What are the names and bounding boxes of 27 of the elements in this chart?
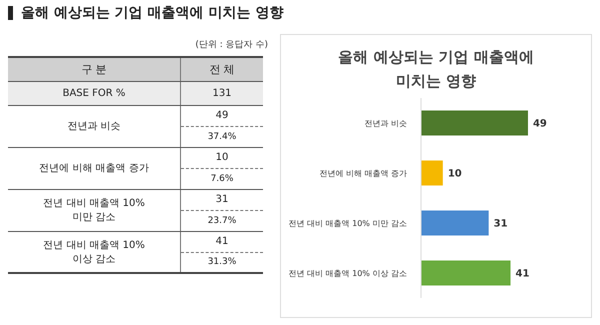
text: 31: [180, 189, 263, 210]
text: 41: [180, 231, 263, 252]
category-label: 전년과 비슷: [364, 119, 407, 128]
y-tick-label: 전년에 비해 매출액 증가: [8, 147, 180, 189]
y-tick-label: 전년 대비 매출액 10% 이상 감소: [8, 231, 180, 273]
y-tick-label: 전년과 비슷: [8, 105, 180, 147]
data-label: 10: [448, 168, 462, 180]
category-label: 전년 대비 매출액 10% 이상 감소: [288, 269, 407, 278]
text: 31.3%: [180, 252, 263, 273]
data-label: 49: [532, 118, 547, 130]
data-label: 41: [516, 268, 530, 280]
category-label: 전년 대비 매출액 10% 미만 감소: [288, 219, 407, 228]
category-label: 전년에 비해 매출액 증가: [319, 169, 407, 178]
text: 7.6%: [180, 168, 263, 189]
text: 10: [180, 147, 263, 168]
text: 23.7%: [180, 210, 263, 231]
text: 49: [180, 105, 263, 126]
data-label: 31: [494, 218, 508, 230]
y-tick-label: 전년 대비 매출액 10% 미만 감소: [8, 189, 180, 231]
text: 전 체: [180, 57, 263, 81]
text: 131: [180, 81, 263, 105]
text: 37.4%: [180, 126, 263, 147]
text: (단위 : 응답자 수): [194, 39, 268, 51]
chart-title: 올해 예상되는 기업 매출액에 미치는 영향: [337, 47, 535, 92]
text: 구 분: [8, 57, 180, 81]
text: 올해 예상되는 기업 매출액에 미치는 영향: [20, 4, 284, 22]
text: BASE FOR %: [8, 81, 180, 105]
